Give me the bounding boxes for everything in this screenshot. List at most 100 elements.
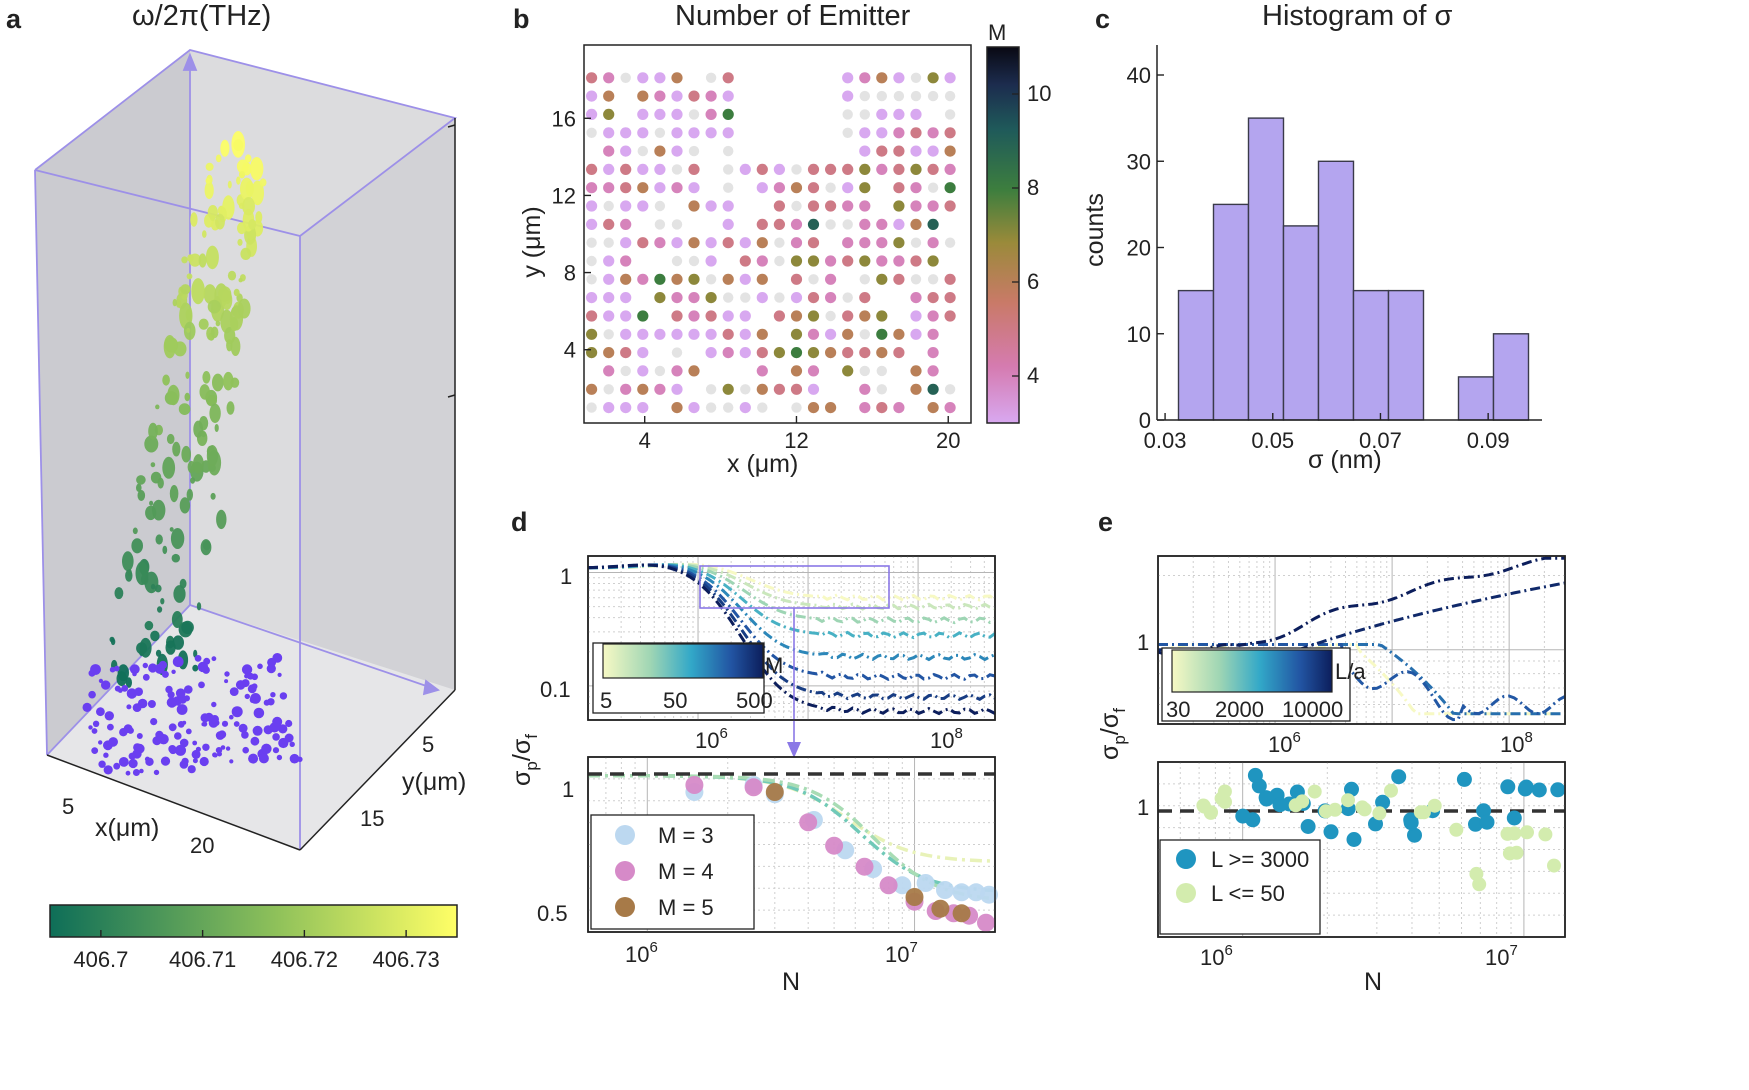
emitter-dot (671, 255, 683, 267)
projected-point (136, 733, 143, 739)
emitter-dot (620, 310, 632, 322)
d-data-point (977, 913, 995, 932)
emitter-dot (654, 273, 666, 285)
spectral-point (244, 154, 252, 163)
projected-point (202, 743, 210, 751)
spectral-point (215, 154, 222, 163)
projected-point (229, 687, 239, 696)
projected-point (134, 687, 143, 696)
projected-point (285, 719, 293, 728)
emitter-dot (842, 219, 853, 230)
emitter-dot (774, 255, 785, 267)
spectral-point (127, 569, 132, 577)
spectral-point (178, 403, 191, 415)
emitter-dot (688, 90, 700, 102)
projected-point (279, 692, 288, 700)
projected-point (168, 745, 177, 753)
emitter-dot (688, 127, 700, 139)
spectral-point (250, 157, 264, 181)
e-cb-tick-2000: 2000 (1215, 697, 1264, 722)
emitter-dot (876, 163, 888, 175)
histogram-bar (1352, 289, 1390, 421)
d-data-point (825, 836, 844, 855)
emitter-dot (756, 383, 768, 395)
emitter-dot (876, 218, 888, 230)
e-data-point-small (1328, 802, 1342, 817)
emitter-dot (603, 127, 615, 139)
projected-point (200, 713, 210, 723)
d-bottom-ytick-0.5: 0.5 (537, 901, 568, 926)
emitter-dot (637, 200, 649, 212)
projected-point (229, 759, 234, 764)
d-data-point (879, 876, 898, 895)
projected-point (142, 673, 150, 681)
e-data-point-small (1449, 822, 1464, 837)
d-top-xtick-1e8: 108 (930, 725, 963, 753)
spectral-point (155, 649, 162, 657)
d-legend-m3: M = 3 (658, 823, 714, 848)
b-colorbar-tick-label: 6 (1027, 269, 1039, 294)
projected-point (82, 702, 92, 713)
projected-point (158, 660, 167, 670)
spectral-point (190, 477, 196, 484)
panel-a-label: a (6, 4, 22, 34)
emitter-dot (620, 182, 632, 194)
emitter-dot (944, 237, 956, 248)
emitter-dot (859, 347, 871, 359)
spectral-point (233, 288, 240, 297)
e-cb-tick-30: 30 (1166, 697, 1190, 722)
emitter-dot (927, 72, 939, 84)
e-legend-marker-small (1176, 883, 1196, 903)
e-bottom-xtick-1e7: 107 (1485, 942, 1518, 970)
e-data-point-small (1416, 805, 1431, 820)
emitter-dot (807, 310, 820, 322)
b-emitter-dots (586, 72, 956, 414)
emitter-dot (671, 328, 683, 340)
d-data-point (916, 874, 935, 892)
e-xlabel: N (1364, 968, 1382, 996)
e-data-point-large (1346, 832, 1362, 847)
projected-point (267, 657, 277, 667)
e-bottom-xtick-1e6: 106 (1200, 942, 1233, 970)
emitter-dot (927, 145, 939, 157)
emitter-dot (944, 90, 956, 102)
emitter-dot (671, 310, 683, 322)
spectral-point (226, 401, 235, 415)
spectral-point (132, 527, 138, 535)
emitter-dot (739, 255, 751, 267)
emitter-dot (688, 365, 700, 377)
emitter-dot (773, 383, 786, 395)
d-legend-m4: M = 4 (658, 859, 714, 884)
emitter-dot (859, 402, 871, 414)
spectral-point (137, 490, 146, 501)
emitter-dot (705, 310, 717, 322)
spectral-point (186, 488, 193, 501)
projected-point (289, 741, 295, 747)
emitter-dot (876, 384, 887, 395)
b-colorbar-ticks: 4 6 8 10 (1012, 81, 1051, 388)
projected-point (258, 753, 269, 764)
d-top-frame (587, 555, 996, 721)
emitter-dot (740, 384, 751, 395)
c-ytick-label: 30 (1127, 149, 1151, 174)
emitter-dot (739, 273, 751, 285)
emitter-dot (654, 108, 666, 120)
emitter-dot (756, 255, 768, 267)
emitter-dot (944, 292, 956, 304)
emitter-dot (876, 402, 888, 414)
emitter-dot (722, 237, 734, 249)
emitter-dot (927, 328, 939, 340)
spectral-point (236, 176, 241, 185)
emitter-dot (688, 310, 700, 322)
c-ytick-label: 10 (1127, 322, 1151, 347)
emitter-dot (790, 218, 803, 230)
spectral-point (240, 247, 252, 260)
spectral-point (162, 545, 168, 555)
spectral-point (162, 456, 176, 479)
emitter-dot (603, 72, 615, 84)
emitter-dot (876, 328, 888, 340)
projected-point (119, 728, 128, 737)
projected-point (103, 765, 113, 775)
a-colorbar-tick-label: 406.71 (169, 947, 236, 972)
emitter-dot (705, 402, 717, 413)
